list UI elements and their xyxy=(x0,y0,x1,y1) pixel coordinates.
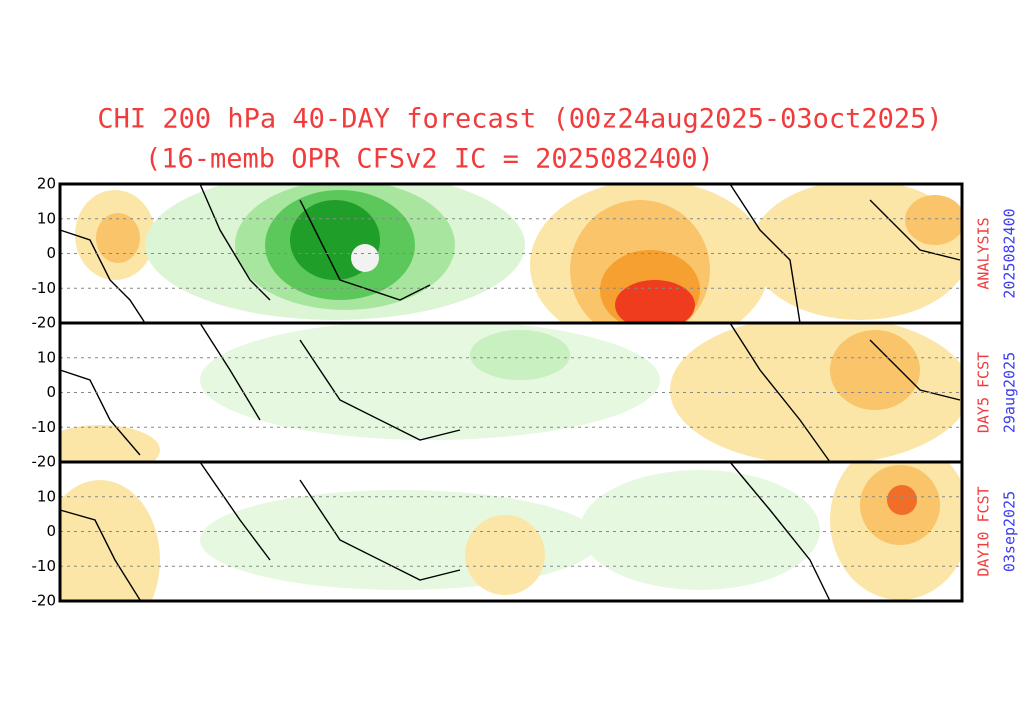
panel-date: 03sep2025 xyxy=(1001,491,1019,572)
y-tick-label: 0 xyxy=(46,522,56,540)
y-tick-label: -10 xyxy=(32,557,57,575)
panel-label: ANALYSIS xyxy=(975,217,993,289)
y-tick-label: -10 xyxy=(32,279,57,297)
y-tick-label: 0 xyxy=(46,383,56,401)
y-tick-label: 10 xyxy=(37,209,56,227)
y-tick-label: -20 xyxy=(32,453,57,471)
y-tick-label: 10 xyxy=(37,348,56,366)
panel-label: DAY10 FCST xyxy=(975,486,993,576)
title-line: CHI 200 hPa 40-DAY forecast (00z24aug202… xyxy=(97,104,942,135)
panel-date: 2025082400 xyxy=(1001,208,1019,298)
panel-frame xyxy=(58,460,964,603)
field-day10 xyxy=(60,462,962,601)
y-tick-label: 10 xyxy=(37,487,56,505)
y-tick-label: -20 xyxy=(32,314,57,332)
panel-label: DAY5 FCST xyxy=(975,352,993,433)
y-tick-label: -20 xyxy=(32,592,57,610)
y-tick-label: 0 xyxy=(46,244,56,262)
coastlines xyxy=(59,183,961,602)
field-day5 xyxy=(60,323,962,462)
field-analysis xyxy=(75,184,962,323)
title-line: (16-memb OPR CFSv2 IC = 2025082400) xyxy=(145,144,714,175)
y-tick-label: 20 xyxy=(37,175,56,193)
panel-date: 29aug2025 xyxy=(1001,352,1019,433)
y-tick-label: -10 xyxy=(32,418,57,436)
